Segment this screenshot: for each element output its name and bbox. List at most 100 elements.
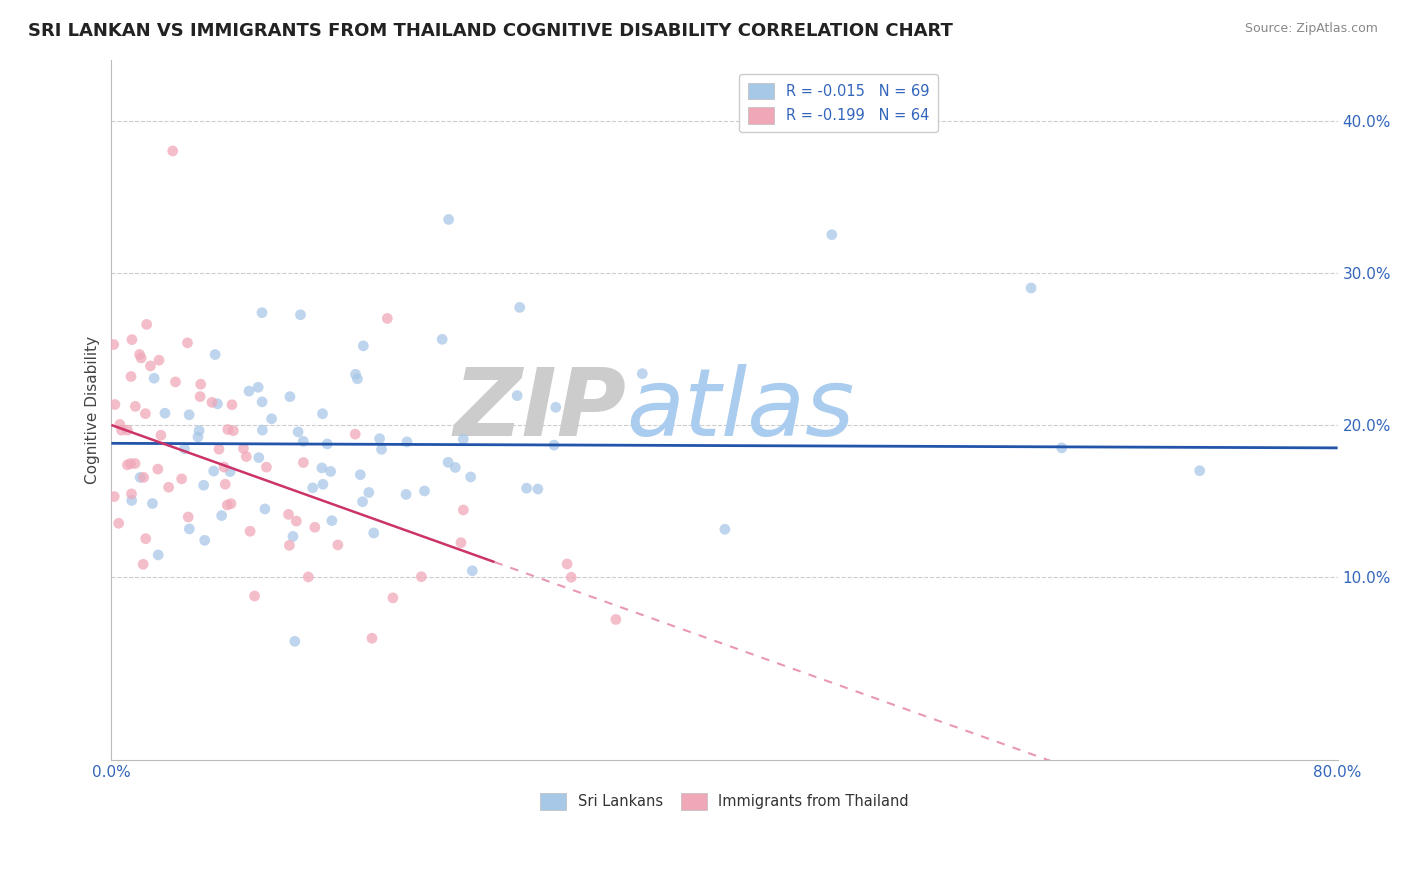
Point — [301, 481, 323, 495]
Point — [238, 384, 260, 398]
Point — [285, 514, 308, 528]
Point — [201, 395, 224, 409]
Point — [1050, 441, 1073, 455]
Point — [352, 494, 374, 508]
Point — [221, 398, 243, 412]
Point — [352, 339, 374, 353]
Point — [605, 612, 627, 626]
Point — [103, 337, 125, 351]
Point — [544, 401, 567, 415]
Point — [460, 470, 482, 484]
Point — [278, 538, 301, 552]
Point — [252, 423, 274, 437]
Point — [278, 390, 301, 404]
Point — [363, 525, 385, 540]
Point — [235, 450, 257, 464]
Point — [1188, 464, 1211, 478]
Point — [117, 458, 139, 472]
Point — [437, 455, 460, 469]
Point — [311, 407, 333, 421]
Point — [117, 423, 139, 437]
Point — [321, 514, 343, 528]
Point — [170, 472, 193, 486]
Point — [260, 411, 283, 425]
Point — [506, 389, 529, 403]
Point — [176, 335, 198, 350]
Point — [120, 369, 142, 384]
Text: atlas: atlas — [627, 364, 855, 455]
Point — [139, 359, 162, 373]
Point — [173, 442, 195, 456]
Point — [357, 485, 380, 500]
Point — [361, 631, 384, 645]
Point — [232, 442, 254, 456]
Point — [555, 557, 578, 571]
Point — [543, 438, 565, 452]
Point — [297, 570, 319, 584]
Point — [453, 432, 475, 446]
Point — [287, 425, 309, 439]
Point — [413, 483, 436, 498]
Point — [821, 227, 844, 242]
Point — [344, 368, 367, 382]
Point — [194, 533, 217, 548]
Point — [509, 301, 531, 315]
Point — [370, 442, 392, 457]
Text: ZIP: ZIP — [454, 364, 627, 456]
Point — [143, 371, 166, 385]
Point — [207, 397, 229, 411]
Point — [284, 634, 307, 648]
Point — [177, 510, 200, 524]
Point — [134, 407, 156, 421]
Point — [149, 428, 172, 442]
Point — [326, 538, 349, 552]
Point — [222, 424, 245, 438]
Point — [368, 432, 391, 446]
Point — [411, 570, 433, 584]
Point — [312, 477, 335, 491]
Y-axis label: Cognitive Disability: Cognitive Disability — [86, 335, 100, 483]
Point — [162, 144, 184, 158]
Point — [107, 516, 129, 531]
Point — [281, 529, 304, 543]
Point — [395, 434, 418, 449]
Point — [103, 490, 125, 504]
Point — [560, 570, 582, 584]
Point — [124, 400, 146, 414]
Point — [121, 487, 143, 501]
Point — [129, 470, 152, 484]
Point — [453, 503, 475, 517]
Point — [214, 477, 236, 491]
Point — [381, 591, 404, 605]
Text: SRI LANKAN VS IMMIGRANTS FROM THAILAND COGNITIVE DISABILITY CORRELATION CHART: SRI LANKAN VS IMMIGRANTS FROM THAILAND C… — [28, 22, 953, 40]
Point — [349, 467, 371, 482]
Point — [179, 522, 201, 536]
Point — [204, 347, 226, 361]
Point — [1019, 281, 1042, 295]
Point — [120, 457, 142, 471]
Point — [516, 481, 538, 495]
Point — [316, 437, 339, 451]
Point — [714, 522, 737, 536]
Point — [243, 589, 266, 603]
Point — [108, 417, 131, 432]
Point — [292, 434, 315, 449]
Point — [132, 470, 155, 484]
Point — [132, 558, 155, 572]
Point — [193, 478, 215, 492]
Point — [179, 408, 201, 422]
Point — [121, 493, 143, 508]
Point — [135, 318, 157, 332]
Point — [311, 461, 333, 475]
Point — [254, 460, 277, 475]
Point — [437, 212, 460, 227]
Point — [212, 460, 235, 475]
Point — [527, 482, 550, 496]
Point — [631, 367, 654, 381]
Point — [202, 464, 225, 478]
Point — [217, 498, 239, 512]
Point — [375, 311, 398, 326]
Point — [444, 460, 467, 475]
Legend: Sri Lankans, Immigrants from Thailand: Sri Lankans, Immigrants from Thailand — [534, 788, 915, 816]
Point — [190, 377, 212, 392]
